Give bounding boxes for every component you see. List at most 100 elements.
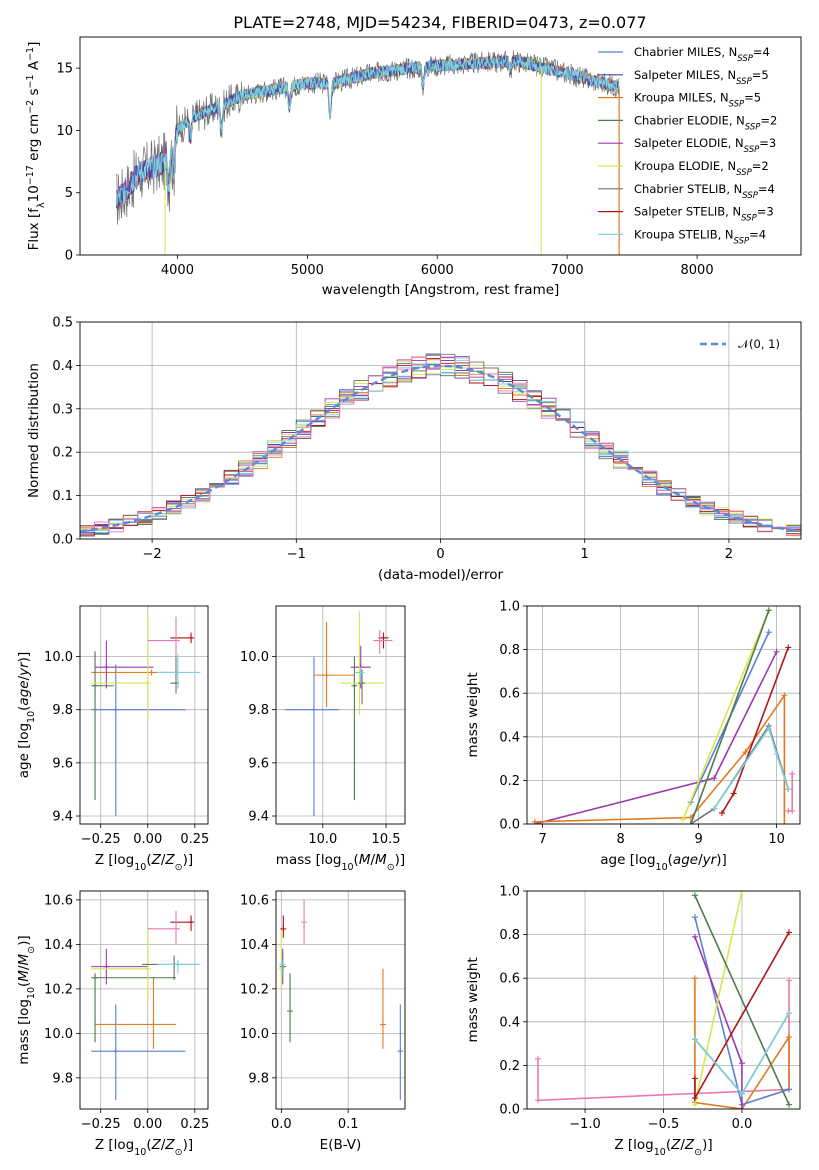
y-tick-label: 0.2 [499,774,520,789]
weight-point [691,1075,698,1082]
y-tick-label: 9.8 [248,703,269,718]
weight-point [765,629,772,636]
label-part: 10 [656,862,668,873]
weight-point [738,1106,745,1109]
x-tick-label: 2 [725,547,733,562]
x-tick-label: 10 [768,832,785,847]
data-point [301,919,308,926]
panel-age-vs-Z: −0.25 0.00 0.259.49.69.810.0Z [log10(Z/Z⊙)… [16,605,209,873]
data-point [376,637,383,644]
data-point [279,961,286,968]
axes-frame [526,605,801,825]
legend-entry: Kroupa MILES, NSSP=5 [634,91,761,110]
spectrum-series [116,55,620,206]
plot-area [278,899,404,1101]
weight-point [786,1010,793,1017]
x-tick-label: 9 [694,832,702,847]
label-part: )] [716,852,727,868]
y-tick-label: 10.2 [240,982,269,997]
x-tick-label: −0.25 [81,832,121,847]
label-part: 10 [134,1147,146,1158]
plot-area [80,353,801,537]
x-tick-label: 7 [538,832,546,847]
panel-mass-vs-EBV: 0.0 0.1 9.8 10.0 10.2 10.4 10.6 E(B-V) [240,890,406,1153]
weight-point [738,891,745,894]
label-part: )] [395,852,406,868]
axes-frame [526,890,801,1110]
legend-tail: =3 [759,136,776,150]
legend-text: Chabrier ELODIE, N [634,113,745,127]
y-tick-label: 1.0 [499,600,520,615]
legend-sub: SSP [737,54,753,64]
label-part: −17 [25,165,36,185]
data-point [188,919,195,926]
label-part: ⊙ [387,862,395,873]
y-tick-label: 0.2 [52,446,73,461]
x-tick-label: −0.25 [81,1117,121,1132]
legend-tail: =5 [744,91,761,105]
x-tick-label: 6000 [421,263,454,278]
y-tick-label: 10.6 [240,893,269,908]
data-point [103,664,110,671]
axes-frame [79,890,209,1110]
legend-tail: =4 [753,45,770,59]
label-part: age [log [600,852,655,868]
weight-point [691,975,698,982]
label-part: Z [164,1137,175,1153]
weight-point [534,1055,541,1062]
weight-series [682,610,770,820]
label-part: erg cm [26,114,42,165]
y-tick-label: 9.6 [52,756,73,771]
x-tick-label: 5000 [291,263,324,278]
label-part: 10 [654,1147,666,1158]
weight-point [711,775,718,782]
figure-title: PLATE=2748, MJD=54234, FIBERID=0473, z=0… [233,13,646,32]
legend-entry: Salpeter MILES, NSSP=5 [634,68,769,87]
label-part: yr [16,661,32,677]
label-part: age [log [16,723,32,778]
y-tick-label: 9.8 [52,1071,73,1086]
x-tick-label: 10.5 [372,832,401,847]
data-point [112,706,119,713]
histogram-series [80,353,801,535]
weight-series [713,726,790,810]
y-tick-label: 10.4 [44,938,73,953]
legend-text: Kroupa MILES, N [634,91,729,105]
weight-point [691,933,698,940]
label-part: mass [log [276,852,342,868]
x-tick-label: 0 [436,547,444,562]
data-point [144,965,151,972]
legend-entry: Chabrier ELODIE, NSSP=2 [634,113,777,132]
x-tick-label: 8 [616,832,624,847]
data-point [150,1021,157,1028]
data-point [173,637,179,644]
y-tick-label: 5 [65,186,73,201]
data-point [92,974,99,981]
weight-point [719,810,725,817]
y-tick-label: 0.0 [52,533,73,548]
legend-text: Chabrier STELIB, N [634,182,742,196]
weight-point [691,1036,698,1043]
label-part: ( [146,852,151,868]
label-part: M [375,852,387,868]
y-tick-label: 0.6 [499,687,520,702]
legend-sub: SSP [734,236,750,246]
legend-text: Kroupa ELODIE, N [634,159,736,173]
weight-point [687,821,694,824]
legend-tail: =4 [749,227,766,241]
y-tick-label: 10.4 [240,938,269,953]
weight-point [691,892,698,899]
weight-point [534,1097,541,1104]
x-tick-label: −1 [287,547,306,562]
y-axis-label: Normed distribution [26,363,42,498]
legend-tail: =3 [757,205,774,219]
plot-area [531,607,796,824]
label-part: mass [log [16,999,32,1065]
weight-point [773,648,780,655]
data-point [310,706,317,713]
weight-series [694,891,743,1105]
y-tick-label: 9.6 [248,756,269,771]
label-part: Z [log [95,1137,134,1153]
y-tick-label: 10 [56,124,73,139]
weight-point [691,914,698,921]
